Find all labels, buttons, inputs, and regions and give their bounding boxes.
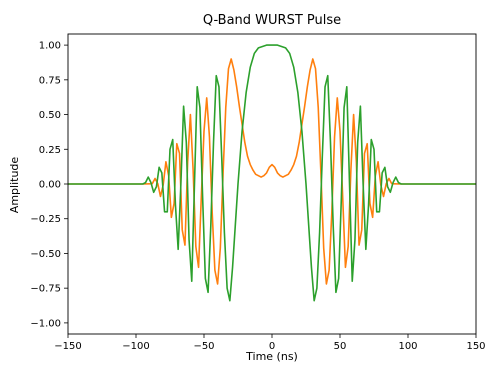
x-tick-label: −150 xyxy=(54,341,81,352)
y-tick-label: −0.25 xyxy=(30,214,61,225)
chart-title: Q-Band WURST Pulse xyxy=(203,13,341,28)
series-line-2 xyxy=(68,44,476,302)
y-tick-label: 0.75 xyxy=(39,75,61,86)
y-tick-label: −1.00 xyxy=(30,318,61,329)
y-axis-label: Amplitude xyxy=(8,157,21,214)
x-tick-label: 100 xyxy=(398,341,417,352)
y-tick-label: 0.50 xyxy=(39,110,61,121)
y-tick-label: 1.00 xyxy=(39,41,61,52)
x-axis-label: Time (ns) xyxy=(245,350,298,363)
x-tick-label: 50 xyxy=(334,341,347,352)
x-tick-label: 150 xyxy=(466,341,485,352)
y-tick-label: 0.25 xyxy=(39,145,61,156)
x-tick-label: −100 xyxy=(122,341,149,352)
y-tick-label: −0.50 xyxy=(30,249,61,260)
x-tick-label: 0 xyxy=(269,341,275,352)
y-tick-label: 0.00 xyxy=(39,180,61,191)
y-tick-label: −0.75 xyxy=(30,284,61,295)
plot-area xyxy=(68,44,476,302)
x-tick-label: −50 xyxy=(193,341,214,352)
axes: −150 −100 −50 0 50 100 150 −1.00 −0.75 −0.50 −0.25… xyxy=(30,33,486,352)
series-line-1 xyxy=(68,58,476,285)
